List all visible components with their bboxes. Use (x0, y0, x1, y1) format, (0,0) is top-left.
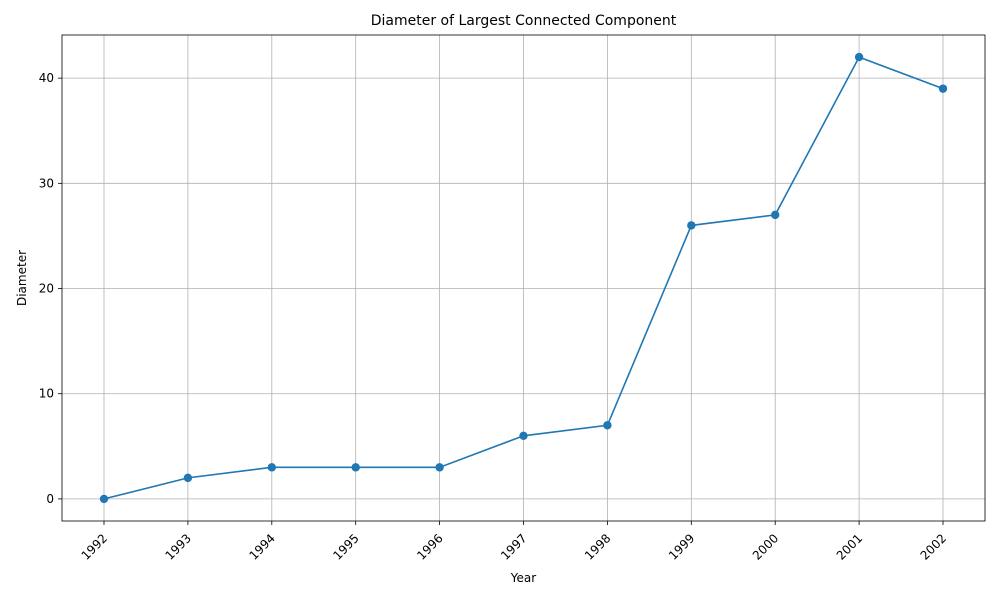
data-point-marker (435, 463, 444, 472)
y-tick-label: 30 (39, 176, 54, 190)
y-tick-label: 20 (39, 282, 54, 296)
y-tick-label: 10 (39, 387, 54, 401)
grid-lines (62, 35, 985, 521)
data-point-marker (854, 52, 864, 62)
data-point-marker (351, 463, 360, 472)
data-point-marker (603, 421, 612, 430)
data-point-marker (519, 431, 528, 440)
series-layer (99, 52, 948, 504)
data-point-marker (267, 463, 276, 472)
chart-title: Diameter of Largest Connected Component (371, 13, 677, 29)
y-axis-label: Diameter (15, 250, 29, 306)
y-tick-label: 40 (39, 71, 54, 85)
data-point-marker (771, 210, 780, 220)
data-point-marker (99, 494, 109, 504)
y-tick-label: 0 (46, 492, 54, 506)
x-axis-label: Year (510, 571, 536, 585)
data-point-marker (687, 221, 696, 230)
data-point-marker (938, 84, 948, 93)
data-point-marker (183, 473, 193, 483)
